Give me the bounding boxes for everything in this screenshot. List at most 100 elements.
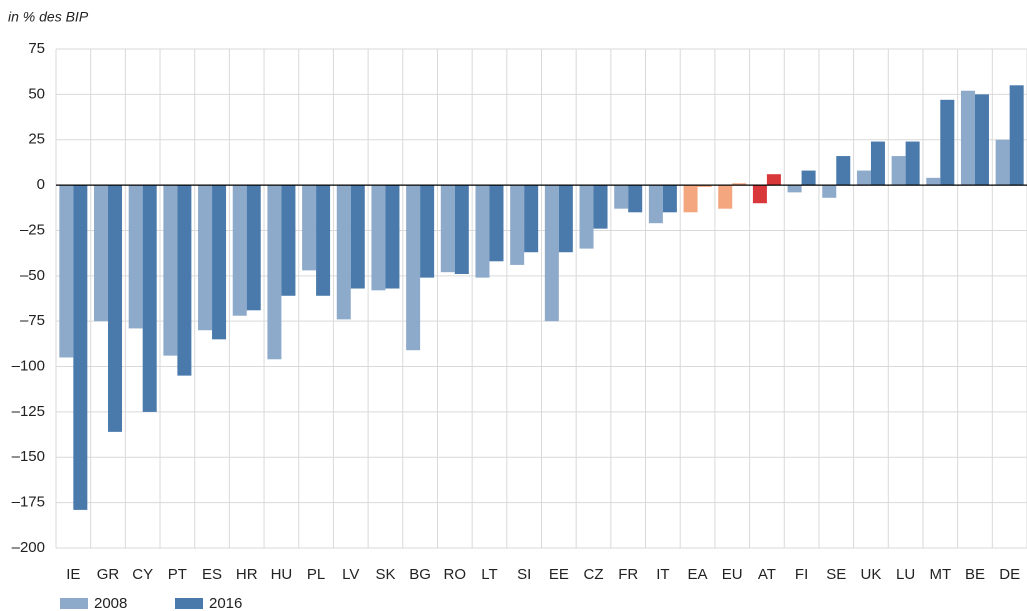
bar — [142, 185, 157, 412]
bar — [544, 185, 559, 322]
bar — [614, 185, 629, 209]
x-tick-label: IT — [656, 566, 669, 583]
bar — [350, 185, 365, 289]
bar — [766, 174, 781, 186]
bar — [440, 185, 455, 273]
x-tick-label: EE — [549, 566, 569, 583]
bar — [558, 185, 573, 253]
x-tick-label: LV — [342, 566, 359, 583]
bar — [752, 185, 767, 204]
x-tick-label: LU — [896, 566, 915, 583]
x-tick-label: DE — [999, 566, 1020, 583]
bar — [108, 185, 123, 432]
x-tick-label: PT — [168, 566, 187, 583]
bar — [475, 185, 490, 278]
y-tick-label: –125 — [12, 403, 45, 420]
bar — [316, 185, 331, 296]
x-tick-label: HR — [236, 566, 258, 583]
y-tick-label: 0 — [37, 176, 45, 193]
x-tick-label: BE — [965, 566, 985, 583]
bar — [960, 90, 975, 186]
x-tick-label: HU — [271, 566, 293, 583]
bar — [801, 170, 816, 186]
x-tick-label: EU — [722, 566, 743, 583]
x-tick-label: FI — [795, 566, 808, 583]
y-tick-label: –175 — [12, 494, 45, 511]
bar — [198, 185, 213, 331]
bar — [267, 185, 282, 360]
bar — [177, 185, 192, 376]
legend-label: 2016 — [209, 595, 242, 611]
x-tick-label: AT — [758, 566, 776, 583]
bar — [579, 185, 594, 249]
x-tick-label: LT — [481, 566, 497, 583]
y-tick-label: 50 — [28, 85, 45, 102]
x-tick-label: EA — [688, 566, 708, 583]
bar — [905, 141, 920, 186]
bar — [302, 185, 317, 271]
x-tick-label: RO — [444, 566, 467, 583]
bar — [385, 185, 400, 289]
bar — [926, 177, 941, 186]
x-tick-label: SK — [375, 566, 395, 583]
legend-swatch — [175, 598, 203, 609]
y-tick-label: –200 — [12, 539, 45, 556]
bar — [246, 185, 261, 311]
x-tick-label: CY — [132, 566, 153, 583]
y-axis-label: in % des BIP — [8, 9, 89, 25]
y-tick-label: 75 — [28, 40, 45, 57]
bar — [787, 185, 802, 193]
bar — [454, 185, 469, 275]
y-tick-label: –25 — [20, 221, 45, 238]
legend-label: 2008 — [94, 595, 127, 611]
bar — [406, 185, 421, 351]
bar — [510, 185, 525, 265]
bar — [371, 185, 386, 291]
x-tick-label: SE — [826, 566, 846, 583]
bar — [163, 185, 178, 356]
x-tick-label: FR — [618, 566, 638, 583]
bar — [524, 185, 539, 253]
bar — [662, 185, 677, 213]
bar — [489, 185, 504, 262]
bar — [73, 185, 88, 510]
bar — [593, 185, 608, 229]
bar — [822, 185, 837, 198]
y-tick-label: –100 — [12, 358, 45, 375]
x-tick-label: ES — [202, 566, 222, 583]
bar — [974, 94, 989, 186]
y-tick-label: 25 — [28, 131, 45, 148]
legend-swatch — [60, 598, 88, 609]
bar — [59, 185, 74, 358]
bar — [732, 183, 747, 186]
y-tick-label: –150 — [12, 448, 45, 465]
x-tick-label: GR — [97, 566, 120, 583]
bar — [94, 185, 109, 322]
bar — [697, 185, 712, 187]
x-tick-label: CZ — [584, 566, 604, 583]
x-tick-label: BG — [409, 566, 431, 583]
bar — [718, 185, 733, 209]
bar — [1009, 85, 1024, 186]
bar — [628, 185, 643, 213]
bar — [336, 185, 351, 320]
bar — [232, 185, 247, 316]
bar — [836, 156, 851, 186]
bar — [683, 185, 698, 213]
y-tick-label: –75 — [20, 312, 45, 329]
bar — [420, 185, 435, 278]
bar — [891, 156, 906, 186]
bar — [856, 170, 871, 186]
bar — [995, 139, 1010, 186]
x-tick-label: IE — [66, 566, 80, 583]
bar — [870, 141, 885, 186]
bar — [648, 185, 663, 224]
bar — [128, 185, 143, 329]
x-tick-label: MT — [929, 566, 951, 583]
x-tick-label: SI — [517, 566, 531, 583]
x-tick-label: UK — [861, 566, 882, 583]
x-tick-label: PL — [307, 566, 325, 583]
bar — [281, 185, 296, 296]
y-tick-label: –50 — [20, 267, 45, 284]
